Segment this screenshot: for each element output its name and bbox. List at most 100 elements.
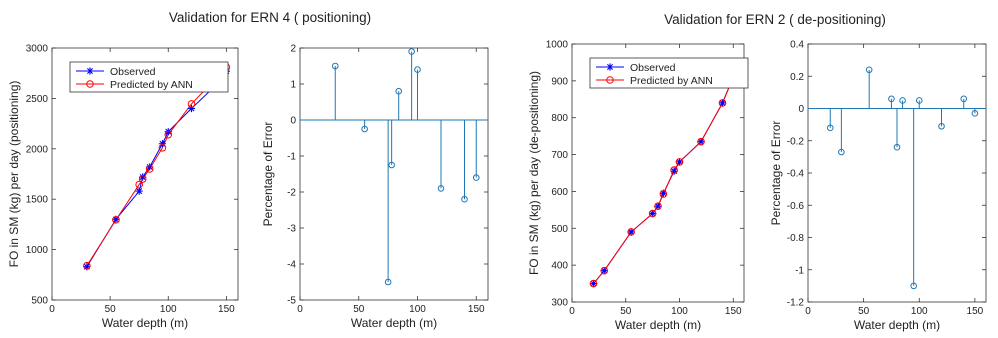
ern4-fo-chart: 0 50 100 150 500 1000 1500 2000 2500 3000 Water de… — [7, 44, 239, 330]
predicted-point — [589, 279, 598, 288]
observed-point — [86, 67, 94, 75]
x-tick-label: 100 — [911, 306, 928, 317]
y-tick-label: 0.2 — [790, 72, 804, 83]
error-point — [938, 122, 945, 130]
x-tick-label: 0 — [569, 306, 575, 317]
predicted-point — [135, 180, 143, 189]
error-point — [388, 161, 395, 169]
y-tick-label: -0.4 — [787, 169, 805, 180]
observed-point — [670, 167, 678, 175]
y-tick-label: -0.6 — [787, 201, 805, 212]
y-tick-label: 400 — [551, 261, 568, 272]
predicted-point — [659, 190, 668, 198]
error-point — [893, 143, 901, 151]
ern2-error-chart: 0 50 100 150 -1.2 -1 -0.8 -0.6 -0.4 -0.2 0 0.2 0.4 Wa… — [769, 40, 987, 332]
predicted-point — [600, 266, 609, 275]
legend-entry: Observed — [630, 62, 676, 74]
y-tick-label: 2 — [290, 44, 296, 55]
error-point — [826, 124, 834, 132]
predicted-point — [675, 158, 684, 166]
x-axis-label: Water depth (m) — [351, 316, 437, 330]
x-tick-label: 0 — [805, 306, 811, 317]
error-point — [408, 48, 415, 55]
x-axis-label: Water depth (m) — [615, 318, 701, 332]
x-tick-label: 100 — [160, 304, 177, 315]
y-axis-label: FO in SM (kg) per day (positioning) — [7, 81, 21, 268]
x-tick-label: 150 — [967, 306, 984, 317]
y-tick-label: 500 — [551, 224, 568, 235]
x-tick-label: 100 — [409, 304, 426, 315]
error-point — [888, 95, 895, 103]
predicted-point — [697, 137, 705, 146]
ern2-fo-chart: 0 50 100 150 300 400 500 600 700 800 900 1000 Water … — [527, 40, 749, 332]
observed-point — [589, 279, 598, 288]
error-point — [865, 66, 873, 74]
observed-point — [649, 209, 657, 218]
y-tick-label: 1500 — [26, 195, 49, 206]
error-point — [910, 282, 917, 290]
y-tick-label: -0.8 — [787, 233, 805, 244]
y-tick-label: 300 — [551, 298, 568, 309]
observed-point — [718, 99, 727, 107]
predicted-point — [86, 80, 94, 88]
predicted-point — [83, 261, 91, 270]
observed-point — [659, 189, 667, 197]
error-point — [395, 87, 403, 95]
y-tick-label: 0 — [798, 104, 804, 115]
x-axis-label: Water depth (m) — [854, 318, 940, 332]
error-point — [414, 66, 421, 73]
error-point — [331, 62, 339, 70]
observed-point — [83, 263, 91, 271]
x-tick-label: 50 — [858, 306, 870, 317]
observed-point — [654, 202, 662, 210]
plot-area — [299, 47, 489, 301]
observed-point — [600, 267, 608, 275]
x-tick-label: 150 — [468, 304, 485, 315]
legend-box — [589, 57, 749, 89]
legend-entry: Observed — [110, 66, 156, 78]
y-axis-label: Percentage of Error — [261, 122, 275, 227]
predicted-point — [158, 143, 167, 152]
observed-point — [139, 173, 147, 181]
predicted-point — [164, 130, 173, 139]
predicted-point — [648, 209, 657, 218]
y-tick-label: 1000 — [26, 245, 49, 256]
error-point — [971, 110, 979, 117]
ern4-error-chart: 0 50 100 150 -5 -4 -3 -2 -1 0 1 2 Water depth (m) Per… — [261, 44, 489, 330]
error-point — [384, 278, 392, 286]
y-tick-label: 700 — [551, 150, 568, 161]
right-figure-title: Validation for ERN 2 ( de-positioning) — [664, 12, 886, 27]
y-tick-label: 500 — [31, 296, 48, 307]
y-tick-label: 2000 — [26, 144, 49, 155]
y-axis-label: FO in SM (kg) per day (de-positioning) — [527, 71, 541, 275]
y-tick-label: 3000 — [26, 44, 49, 55]
x-tick-label: 50 — [353, 304, 365, 315]
predicted-point — [145, 165, 154, 173]
y-tick-label: 1 — [290, 80, 296, 91]
y-tick-label: -1 — [287, 152, 296, 163]
predicted-point — [627, 228, 635, 236]
series-line-observed — [86, 70, 227, 268]
y-tick-label: -1.2 — [787, 298, 805, 309]
x-tick-label: 150 — [218, 304, 235, 315]
legend-entry: Predicted by ANN — [110, 79, 193, 91]
error-point — [437, 185, 445, 192]
error-point — [838, 148, 845, 156]
predicted-point — [606, 76, 614, 84]
observed-point — [606, 63, 614, 71]
error-point — [361, 125, 368, 133]
observed-point — [158, 140, 167, 148]
predicted-point — [187, 100, 196, 108]
y-tick-label: -2 — [287, 188, 296, 199]
y-tick-label: 1000 — [546, 40, 569, 51]
y-tick-label: 0 — [290, 116, 296, 127]
error-point — [472, 174, 480, 181]
predicted-point — [138, 175, 147, 183]
observed-point — [697, 138, 705, 146]
y-tick-label: -1 — [795, 265, 804, 276]
predicted-point — [670, 166, 678, 174]
error-point — [461, 195, 468, 203]
